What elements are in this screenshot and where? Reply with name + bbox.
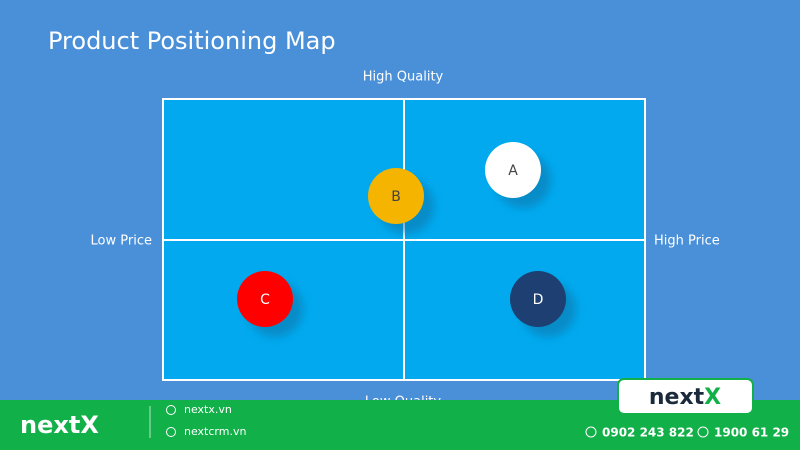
badge-logo: nextX — [649, 385, 721, 410]
node: A — [485, 142, 551, 208]
axis-label-left: Low Price — [91, 234, 152, 249]
footer-link[interactable]: nextx.vn — [184, 403, 232, 416]
node-circle — [510, 271, 566, 327]
node-circle — [368, 168, 424, 224]
node-label: D — [533, 292, 544, 308]
phone-number[interactable]: 0902 243 822 — [602, 426, 694, 440]
axis-label-top: High Quality — [363, 70, 444, 85]
phone-number[interactable]: 1900 61 29 — [714, 426, 789, 440]
node-label: B — [391, 189, 401, 205]
node: B — [368, 168, 434, 234]
globe-icon — [166, 427, 176, 437]
axis-label-right: High Price — [654, 234, 720, 249]
logo-suffix: X — [80, 411, 99, 439]
footer-logo: nextX — [20, 411, 99, 439]
phone-icon — [585, 426, 597, 438]
brand-badge — [617, 378, 754, 415]
logo-suffix: X — [704, 385, 721, 410]
hotline-icon — [697, 426, 709, 438]
node-label: A — [508, 163, 518, 179]
node-circle — [237, 271, 293, 327]
title: Product Positioning Map — [48, 27, 336, 55]
logo-prefix: next — [649, 385, 705, 410]
logo-prefix: next — [20, 411, 80, 439]
node: C — [237, 271, 303, 337]
node-circle — [485, 142, 541, 198]
node-label: C — [260, 292, 270, 308]
globe-icon — [166, 405, 176, 415]
node: D — [510, 271, 576, 337]
footer-link[interactable]: nextcrm.vn — [184, 425, 246, 438]
